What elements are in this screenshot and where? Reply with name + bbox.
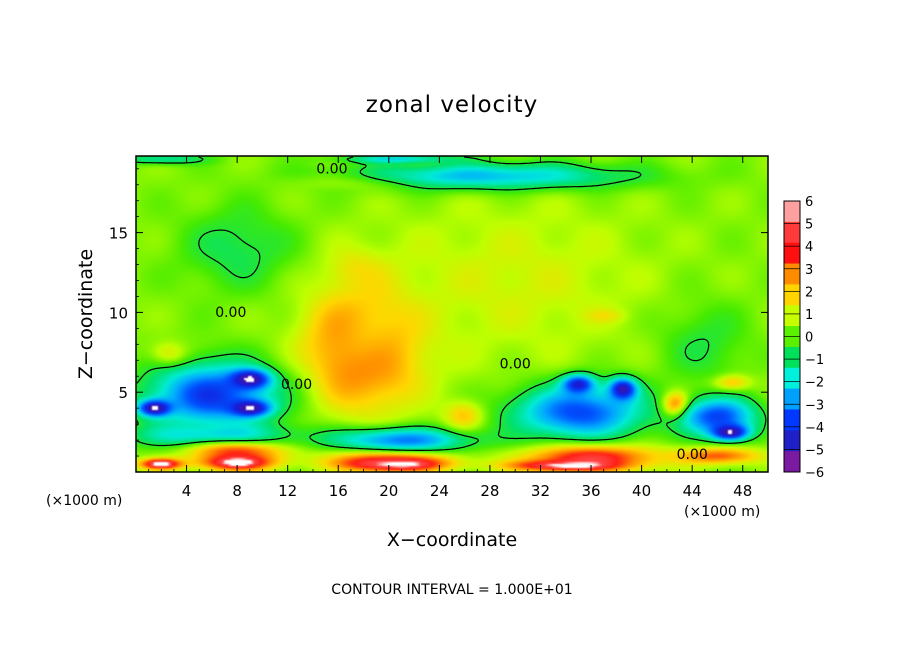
x-tick-label: 20 [379, 482, 398, 500]
x-axis-label: X−coordinate [387, 529, 517, 551]
contour-label: 0.00 [316, 162, 347, 178]
colorbar-label: 2 [805, 285, 813, 300]
chart-title: zonal velocity [366, 92, 538, 118]
x-tick-label: 44 [683, 482, 702, 500]
colorbar-label: −5 [805, 443, 824, 458]
colorbar-swatch [784, 388, 800, 410]
colorbar-label: 5 [805, 218, 813, 233]
x-tick-label: 24 [430, 482, 449, 500]
colorbar-label: 4 [805, 240, 813, 255]
x-tick-label: 16 [329, 482, 348, 500]
colorbar-swatch [784, 221, 800, 244]
contour-labels: 0.00 0.00 0.00 0.00 0.00 [215, 162, 708, 464]
colorbar: 6 5 4 3 2 1 0 −1 −2 −3 −4 −5 −6 [783, 195, 824, 481]
colorbar-swatch [784, 409, 800, 431]
colorbar-label: 3 [805, 263, 813, 278]
y-axis-ticks: 5 10 15 [109, 168, 768, 457]
x-tick-label: 36 [581, 482, 600, 500]
x-unit-left: (×1000 m) [46, 493, 122, 509]
y-tick-label: 5 [118, 384, 128, 402]
colorbar-label: −2 [805, 376, 824, 391]
velocity-field-heatmap [136, 156, 768, 472]
y-tick-label: 10 [109, 304, 128, 322]
x-tick-label: 4 [182, 482, 192, 500]
colorbar-label: 0 [805, 331, 813, 346]
contour-label: 0.00 [677, 447, 708, 463]
colorbar-label: 1 [805, 308, 813, 323]
y-axis-label: Z−coordinate [75, 249, 97, 379]
x-unit-right: (×1000 m) [684, 504, 760, 520]
colorbar-swatch [784, 346, 800, 369]
colorbar-swatch [784, 367, 800, 390]
contour-interval-note: CONTOUR INTERVAL = 1.000E+01 [331, 582, 572, 598]
contour-label: 0.00 [500, 356, 531, 372]
y-tick-label: 15 [109, 225, 128, 243]
x-tick-label: 40 [632, 482, 651, 500]
colorbar-swatch [784, 263, 800, 285]
x-tick-label: 48 [733, 482, 752, 500]
x-tick-label: 32 [531, 482, 550, 500]
colorbar-label: −6 [805, 466, 824, 481]
x-tick-label: 28 [480, 482, 499, 500]
x-axis-ticks: 4 8 12 16 20 24 28 32 36 40 44 48 [148, 156, 756, 500]
colorbar-swatch [784, 242, 800, 265]
x-tick-label: 8 [232, 482, 242, 500]
plot-area: 0.00 0.00 0.00 0.00 0.00 [135, 155, 769, 473]
colorbar-label: −3 [805, 398, 824, 413]
colorbar-swatch [784, 451, 800, 473]
colorbar-label: −1 [805, 353, 824, 368]
zero-contour-line [136, 156, 767, 451]
colorbar-swatch [784, 201, 800, 223]
x-tick-label: 12 [278, 482, 297, 500]
colorbar-label: 6 [805, 195, 813, 210]
contour-label: 0.00 [215, 305, 246, 321]
colorbar-swatch [784, 430, 800, 452]
contour-lines [136, 156, 767, 451]
contour-label: 0.00 [281, 377, 312, 393]
colorbar-swatch [784, 284, 800, 306]
colorbar-label: −4 [805, 421, 824, 436]
colorbar-swatch [784, 305, 800, 327]
